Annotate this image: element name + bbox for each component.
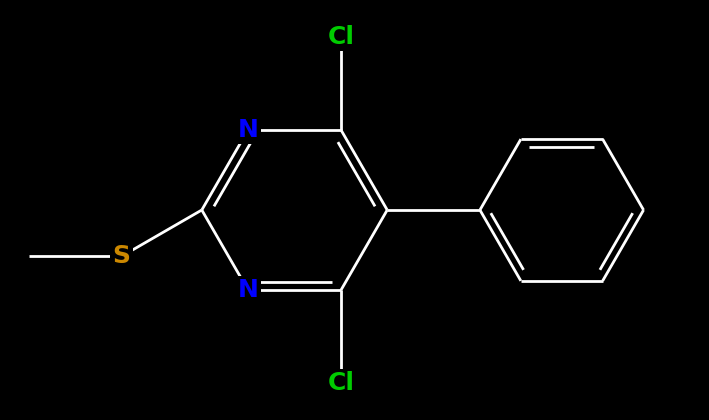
- Text: N: N: [238, 118, 259, 142]
- Text: Cl: Cl: [328, 25, 354, 49]
- Text: S: S: [113, 244, 130, 268]
- Text: N: N: [238, 278, 259, 302]
- Text: Cl: Cl: [328, 371, 354, 395]
